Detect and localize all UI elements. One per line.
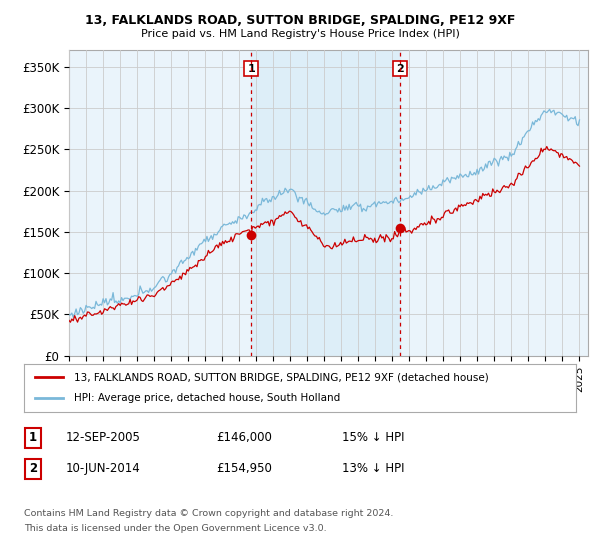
Text: This data is licensed under the Open Government Licence v3.0.: This data is licensed under the Open Gov… [24,524,326,533]
Text: 13, FALKLANDS ROAD, SUTTON BRIDGE, SPALDING, PE12 9XF: 13, FALKLANDS ROAD, SUTTON BRIDGE, SPALD… [85,14,515,27]
Text: 15% ↓ HPI: 15% ↓ HPI [342,431,404,445]
Text: 10-JUN-2014: 10-JUN-2014 [66,462,141,475]
Text: HPI: Average price, detached house, South Holland: HPI: Average price, detached house, Sout… [74,393,340,403]
Text: 1: 1 [247,63,255,73]
Text: £146,000: £146,000 [216,431,272,445]
Bar [251,50,400,356]
Text: 13, FALKLANDS ROAD, SUTTON BRIDGE, SPALDING, PE12 9XF (detached house): 13, FALKLANDS ROAD, SUTTON BRIDGE, SPALD… [74,372,488,382]
Text: Price paid vs. HM Land Registry's House Price Index (HPI): Price paid vs. HM Land Registry's House … [140,29,460,39]
Text: £154,950: £154,950 [216,462,272,475]
Text: 2: 2 [29,462,37,475]
Text: Contains HM Land Registry data © Crown copyright and database right 2024.: Contains HM Land Registry data © Crown c… [24,509,394,518]
Text: 12-SEP-2005: 12-SEP-2005 [66,431,141,445]
Text: 13% ↓ HPI: 13% ↓ HPI [342,462,404,475]
Text: 2: 2 [396,63,404,73]
Text: 1: 1 [29,431,37,445]
